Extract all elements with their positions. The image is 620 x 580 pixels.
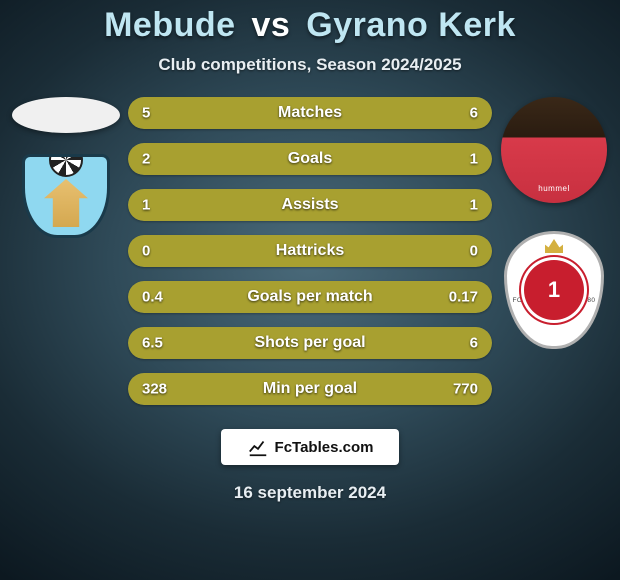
brand-name: FcTables.com xyxy=(275,439,374,456)
westerlo-shield-icon xyxy=(22,154,110,238)
stat-label: Matches xyxy=(278,104,342,122)
stat-bar: Hattricks 0 0 xyxy=(128,235,492,267)
bar-fill-left xyxy=(128,97,292,129)
stat-bar: Goals 2 1 xyxy=(128,143,492,175)
stat-bar: Shots per goal 6.5 6 xyxy=(128,327,492,359)
player1-club-crest xyxy=(17,151,115,241)
stat-label: Goals per match xyxy=(247,288,372,306)
player1-name: Mebude xyxy=(104,6,235,44)
stat-label: Shots per goal xyxy=(254,334,365,352)
stat-value-left: 328 xyxy=(142,381,167,398)
stat-value-left: 1 xyxy=(142,197,150,214)
stat-value-left: 2 xyxy=(142,151,150,168)
subtitle: Club competitions, Season 2024/2025 xyxy=(0,55,620,75)
stat-value-right: 0.17 xyxy=(449,289,478,306)
player2-name: Gyrano Kerk xyxy=(306,6,516,44)
left-side-column xyxy=(6,97,126,241)
comparison-body: Matches 5 6 Goals 2 1 Assists 1 1 Hattricks 0 0 Goal… xyxy=(0,97,620,405)
brand-badge[interactable]: FcTables.com xyxy=(221,429,399,465)
stat-value-right: 770 xyxy=(453,381,478,398)
player2-avatar xyxy=(501,97,607,203)
stat-value-left: 5 xyxy=(142,105,150,122)
bar-fill-left xyxy=(128,143,372,175)
chart-icon xyxy=(247,436,269,458)
antwerp-crest-number: 1 xyxy=(521,257,587,323)
stat-label: Min per goal xyxy=(263,380,357,398)
antwerp-shield-icon: ROYAL ANTWERP FOOTBALL CLUB · 1880 1 xyxy=(504,231,604,349)
stat-value-right: 1 xyxy=(470,151,478,168)
right-side-column: ROYAL ANTWERP FOOTBALL CLUB · 1880 1 xyxy=(494,97,614,353)
title-vs: vs xyxy=(252,6,291,44)
stat-value-right: 0 xyxy=(470,243,478,260)
stat-label: Hattricks xyxy=(276,242,344,260)
stat-value-left: 0 xyxy=(142,243,150,260)
stat-value-left: 0.4 xyxy=(142,289,163,306)
footer-date: 16 september 2024 xyxy=(0,483,620,503)
stat-bar: Goals per match 0.4 0.17 xyxy=(128,281,492,313)
stat-value-left: 6.5 xyxy=(142,335,163,352)
stat-value-right: 6 xyxy=(470,105,478,122)
comparison-title: Mebude vs Gyrano Kerk xyxy=(0,0,620,45)
stat-bar: Assists 1 1 xyxy=(128,189,492,221)
player1-avatar-placeholder xyxy=(12,97,120,133)
stat-value-right: 6 xyxy=(470,335,478,352)
stat-bar: Matches 5 6 xyxy=(128,97,492,129)
stat-label: Assists xyxy=(282,196,339,214)
stat-label: Goals xyxy=(288,150,332,168)
stat-bars: Matches 5 6 Goals 2 1 Assists 1 1 Hattricks 0 0 Goal… xyxy=(126,97,494,405)
stat-bar: Min per goal 328 770 xyxy=(128,373,492,405)
stat-value-right: 1 xyxy=(470,197,478,214)
player2-club-crest: ROYAL ANTWERP FOOTBALL CLUB · 1880 1 xyxy=(498,227,610,353)
